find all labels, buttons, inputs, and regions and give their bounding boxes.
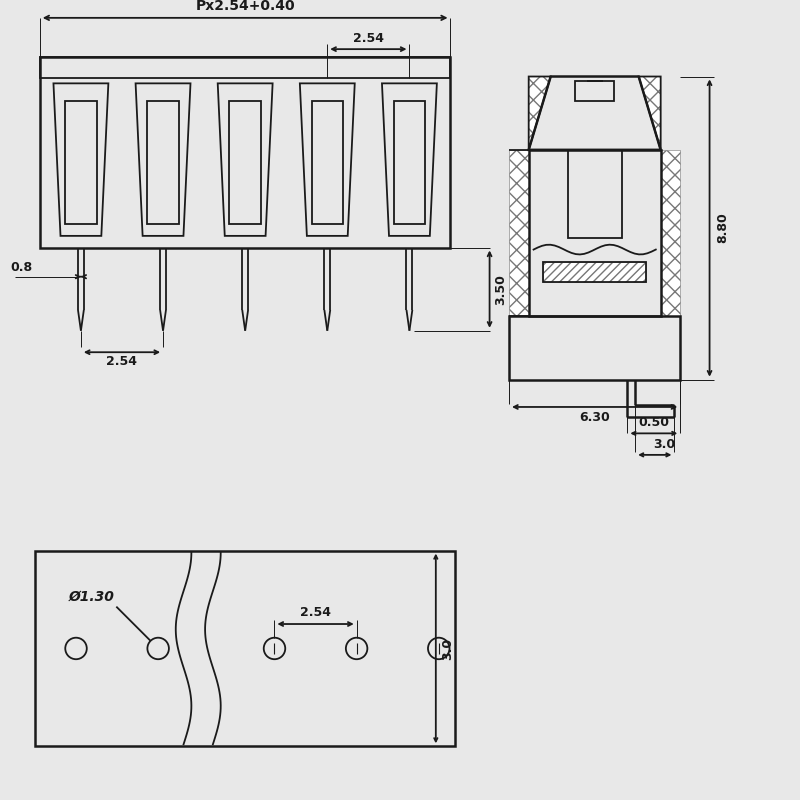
Text: 0.8: 0.8 [10,261,32,274]
Bar [40,57,450,78]
Bar [40,57,450,248]
Bar [575,82,614,101]
Bar [543,262,646,282]
Bar [568,150,622,238]
Text: 3.0: 3.0 [441,638,454,659]
Text: Ø1.30: Ø1.30 [69,590,114,604]
Text: 8.80: 8.80 [717,213,730,243]
Bar [529,150,661,316]
Text: 6.30: 6.30 [579,411,610,424]
Bar [230,101,261,224]
Text: 2.54: 2.54 [300,606,331,619]
Text: 3.50: 3.50 [494,274,507,305]
Text: Px2.54+0.40: Px2.54+0.40 [195,0,295,13]
Bar [65,101,97,224]
Text: 2.54: 2.54 [353,32,384,46]
Bar [661,150,680,316]
Polygon shape [529,77,550,150]
Bar [147,101,178,224]
Text: 0.50: 0.50 [638,417,670,430]
Polygon shape [638,77,661,150]
Bar [311,101,343,224]
Text: 3.0: 3.0 [654,438,676,451]
Bar [509,316,680,379]
Text: 2.54: 2.54 [106,355,138,368]
Bar [543,262,646,282]
Bar [509,150,529,316]
Bar [35,550,455,746]
Bar [394,101,425,224]
